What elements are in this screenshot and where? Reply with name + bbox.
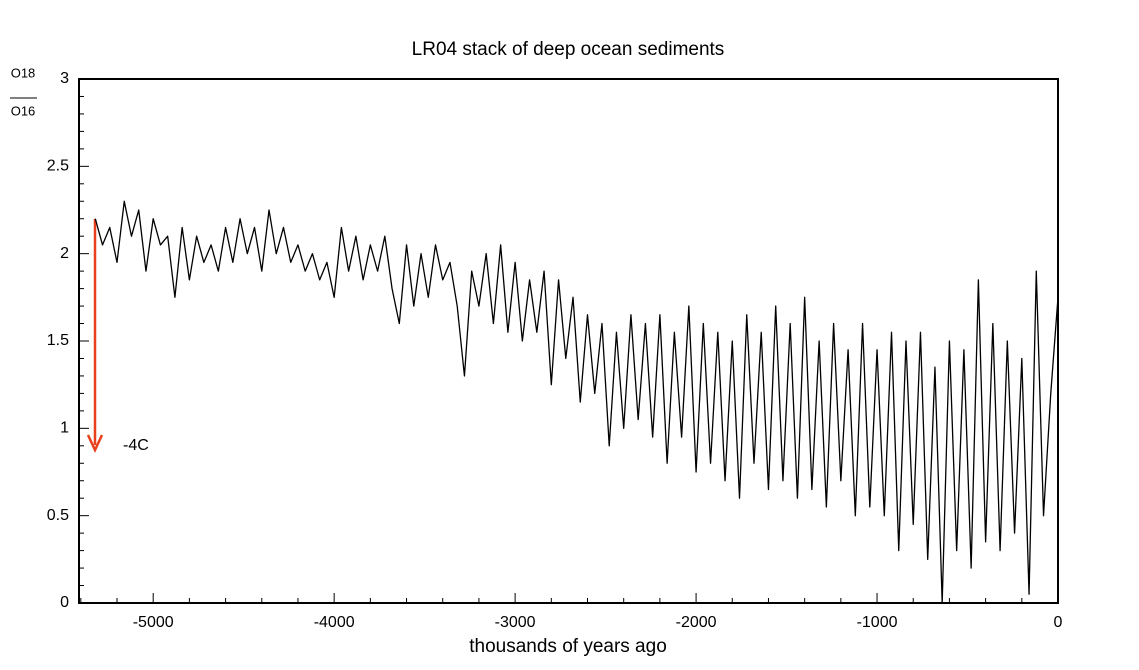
chart-title: LR04 stack of deep ocean sediments	[412, 39, 725, 60]
y-tick-label: 3	[60, 70, 69, 87]
y-label-denominator: O16	[11, 103, 36, 118]
y-tick-label: 2	[60, 245, 69, 262]
x-tick-label: 0	[1054, 614, 1063, 631]
y-tick-label: 0	[60, 594, 69, 611]
annotation-arrowhead	[86, 434, 104, 453]
x-axis-label: thousands of years ago	[469, 636, 667, 657]
x-tick-label: -3000	[495, 614, 536, 631]
y-tick-label: 2.5	[47, 158, 69, 175]
y-tick-label: 0.5	[47, 507, 69, 524]
x-tick-label: -4000	[314, 614, 355, 631]
y-label-numerator: O18	[11, 65, 36, 80]
annotation: -4C	[123, 437, 149, 454]
y-tick-label: 1	[60, 420, 69, 437]
x-tick-label: -1000	[857, 614, 898, 631]
x-tick-label: -5000	[133, 614, 174, 631]
y-tick-label: 1.5	[47, 332, 69, 349]
data-line	[94, 200, 1059, 604]
x-tick-label: -2000	[676, 614, 717, 631]
